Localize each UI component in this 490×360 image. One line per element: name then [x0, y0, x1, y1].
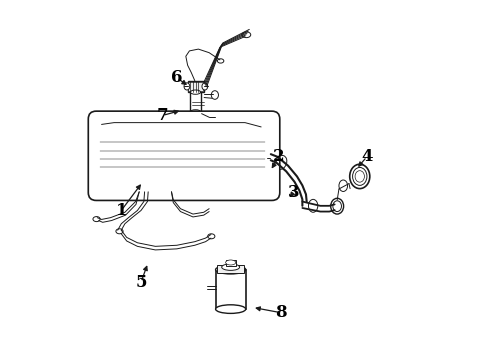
Ellipse shape [216, 265, 245, 274]
Ellipse shape [225, 260, 236, 265]
Ellipse shape [196, 116, 202, 120]
Ellipse shape [211, 91, 219, 99]
Ellipse shape [184, 83, 190, 90]
Bar [258, 153, 267, 164]
Bar [188, 81, 204, 92]
Ellipse shape [242, 32, 251, 38]
Ellipse shape [339, 180, 347, 192]
Text: 3: 3 [288, 184, 299, 201]
Ellipse shape [221, 264, 240, 270]
Text: 7: 7 [157, 107, 169, 124]
Ellipse shape [116, 229, 123, 234]
Text: 6: 6 [171, 69, 183, 86]
Ellipse shape [216, 305, 245, 314]
Text: 1: 1 [116, 202, 127, 219]
Ellipse shape [331, 198, 343, 214]
Ellipse shape [355, 171, 365, 182]
Bar [188, 82, 203, 91]
Text: 2: 2 [273, 148, 285, 165]
Ellipse shape [124, 120, 136, 126]
Ellipse shape [333, 201, 342, 212]
Text: 8: 8 [275, 304, 287, 321]
Bar [225, 260, 236, 266]
Ellipse shape [214, 115, 220, 120]
Ellipse shape [218, 59, 224, 63]
FancyBboxPatch shape [88, 111, 280, 201]
Text: 4: 4 [361, 148, 373, 165]
Bar [216, 270, 245, 309]
Ellipse shape [353, 167, 367, 185]
Ellipse shape [93, 217, 100, 222]
Ellipse shape [168, 117, 196, 127]
Ellipse shape [309, 199, 318, 212]
Bar [190, 111, 201, 116]
Ellipse shape [350, 164, 370, 189]
Ellipse shape [191, 110, 200, 114]
Ellipse shape [275, 156, 287, 170]
Bar [122, 119, 139, 127]
Ellipse shape [172, 118, 192, 126]
Bar [217, 265, 245, 273]
Ellipse shape [202, 83, 208, 90]
Bar [191, 92, 200, 112]
Ellipse shape [208, 234, 215, 239]
Ellipse shape [191, 90, 200, 94]
Ellipse shape [188, 116, 194, 120]
Text: 5: 5 [135, 274, 147, 291]
